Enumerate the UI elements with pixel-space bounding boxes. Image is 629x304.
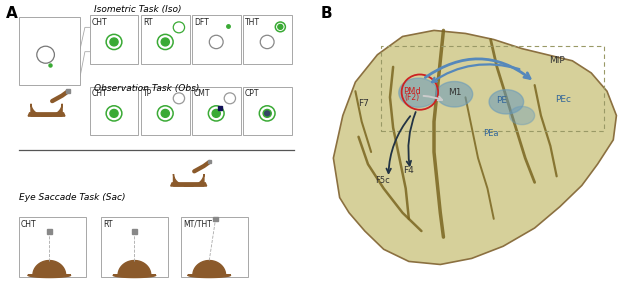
Text: MIP: MIP [548, 56, 565, 65]
Text: F7: F7 [358, 99, 369, 108]
Polygon shape [28, 113, 65, 116]
Text: CMT: CMT [194, 89, 211, 98]
Text: (F2): (F2) [404, 93, 420, 102]
Circle shape [278, 24, 283, 29]
Bar [243, 87, 292, 135]
Text: PE: PE [496, 96, 507, 105]
Bar [89, 15, 138, 64]
Polygon shape [437, 81, 473, 107]
Text: PEa: PEa [483, 129, 498, 138]
Text: RT: RT [143, 18, 153, 27]
Text: M1: M1 [448, 88, 461, 97]
Polygon shape [31, 104, 62, 116]
Text: THT: THT [245, 18, 260, 27]
Circle shape [263, 109, 271, 117]
Text: PEc: PEc [555, 95, 571, 104]
Polygon shape [489, 90, 524, 114]
Bar [101, 217, 169, 277]
Polygon shape [28, 275, 70, 278]
Bar [19, 17, 81, 85]
Bar [89, 87, 138, 135]
Text: F5c: F5c [375, 176, 389, 185]
Text: A: A [6, 6, 18, 21]
Polygon shape [509, 106, 535, 125]
Bar [141, 15, 190, 64]
Text: B: B [321, 6, 332, 21]
Circle shape [265, 111, 270, 116]
Bar [141, 87, 190, 135]
Polygon shape [188, 275, 231, 278]
Bar [208, 160, 211, 163]
Polygon shape [170, 183, 207, 186]
Polygon shape [333, 30, 616, 264]
Text: PMd: PMd [403, 87, 421, 96]
Bar [192, 87, 240, 135]
Text: CHT: CHT [92, 18, 108, 27]
Text: CPT: CPT [245, 89, 260, 98]
Bar [181, 217, 248, 277]
Bar [19, 217, 87, 277]
Circle shape [110, 38, 118, 46]
Polygon shape [174, 174, 204, 186]
Text: MT/THT: MT/THT [183, 220, 212, 229]
Bar [192, 15, 240, 64]
Polygon shape [113, 275, 156, 278]
Circle shape [161, 109, 169, 117]
Bar [243, 15, 292, 64]
Text: F4: F4 [403, 166, 415, 175]
Text: Isometric Task (Iso): Isometric Task (Iso) [94, 5, 182, 14]
Polygon shape [118, 261, 151, 275]
Polygon shape [193, 261, 226, 275]
Bar [132, 229, 136, 233]
Bar [213, 217, 218, 221]
Text: Eye Saccade Task (Sac): Eye Saccade Task (Sac) [19, 193, 125, 202]
Bar [66, 89, 70, 93]
Text: DFT: DFT [194, 18, 209, 27]
Text: RT: RT [103, 220, 113, 229]
Polygon shape [33, 261, 65, 275]
Circle shape [110, 109, 118, 117]
Bar [47, 229, 52, 233]
Text: CHT: CHT [21, 220, 36, 229]
Circle shape [212, 109, 220, 117]
Circle shape [161, 38, 169, 46]
Text: Observation Task (Obs): Observation Task (Obs) [94, 84, 200, 93]
Text: TP: TP [143, 89, 152, 98]
Text: CHT: CHT [92, 89, 108, 98]
Polygon shape [399, 78, 438, 107]
